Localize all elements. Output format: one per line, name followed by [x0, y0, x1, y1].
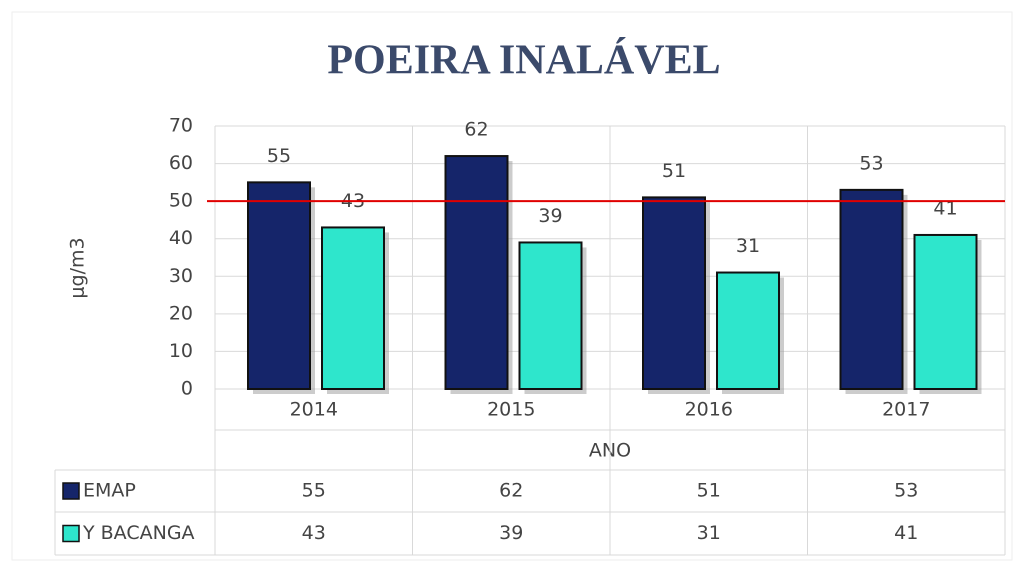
y-tick-label: 20	[169, 302, 193, 324]
bar	[642, 196, 706, 390]
x-tick-label: 2017	[882, 399, 930, 421]
y-tick-label: 60	[169, 152, 193, 174]
bar	[913, 233, 978, 390]
y-tick-label: 40	[169, 227, 193, 249]
y-tick-label: 0	[181, 378, 193, 400]
bar	[716, 271, 780, 390]
y-tick-label: 10	[169, 340, 193, 362]
y-tick-label: 50	[169, 190, 193, 212]
table-cell: 55	[302, 480, 326, 502]
table-cell: 53	[894, 480, 918, 502]
data-label: 51	[662, 160, 686, 182]
y-tick-label: 70	[169, 115, 193, 137]
bar	[321, 226, 385, 390]
table-cell: 31	[697, 522, 721, 544]
y-tick-label: 30	[169, 265, 193, 287]
table-cell: 51	[697, 480, 721, 502]
bar	[444, 155, 509, 390]
bar	[839, 188, 904, 390]
x-tick-label: 2016	[685, 399, 733, 421]
y-axis-label: μg/m3	[67, 237, 89, 298]
bar	[247, 181, 311, 390]
x-tick-label: 2014	[290, 399, 338, 421]
legend-key	[62, 482, 80, 500]
table-cell: 43	[302, 522, 326, 544]
data-label: 53	[859, 152, 883, 174]
x-tick-label: 2015	[487, 399, 535, 421]
data-label: 39	[538, 205, 562, 227]
legend-label: Y BACANGA	[82, 522, 195, 544]
data-label: 31	[736, 235, 760, 257]
legend-key	[62, 524, 80, 543]
table-cell: 39	[499, 522, 523, 544]
chart-title: POEIRA INALÁVEL	[327, 37, 720, 84]
data-label: 55	[267, 145, 291, 167]
bar	[518, 241, 583, 390]
table-cell: 41	[894, 522, 918, 544]
data-label: 62	[464, 119, 488, 141]
data-label: 41	[933, 197, 957, 219]
legend-label: EMAP	[83, 480, 136, 502]
table-cell: 62	[499, 480, 523, 502]
